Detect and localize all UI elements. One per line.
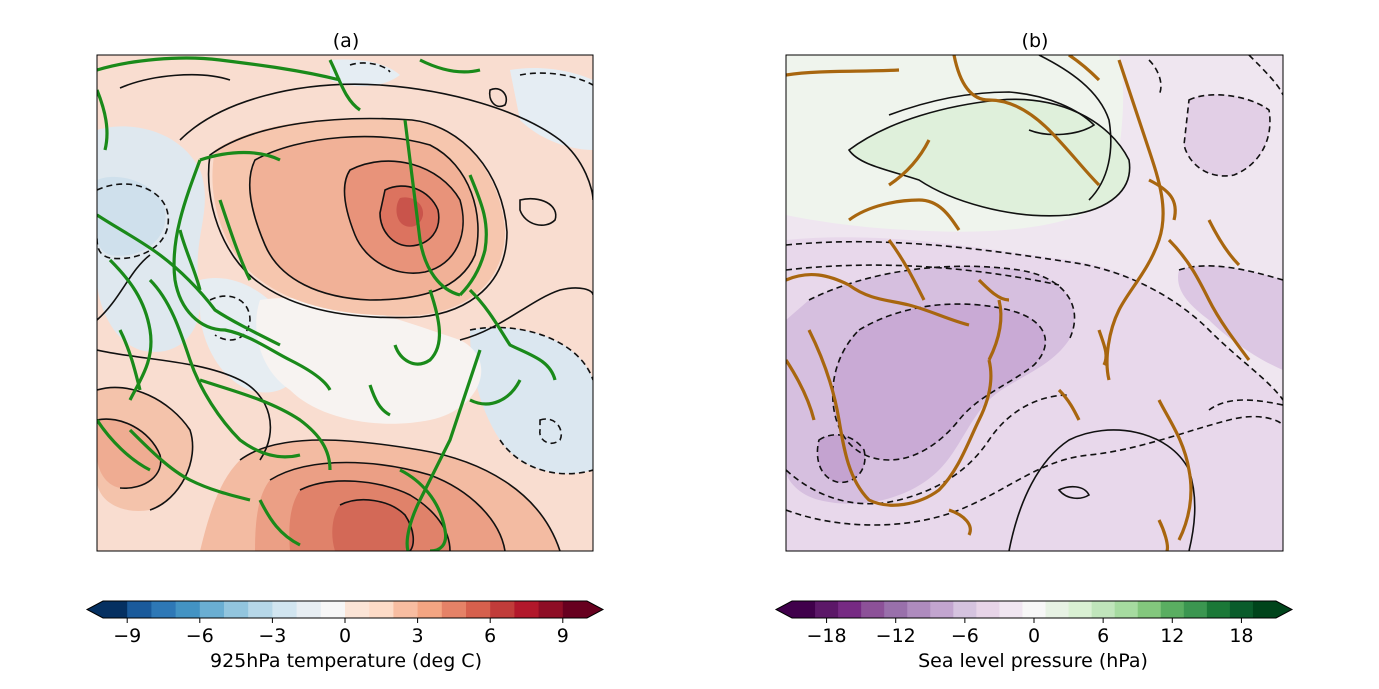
pressure-map: −18 −12 −6 0 6 12 18 (774, 54, 1294, 647)
colorbar-tick-label: −6 (951, 625, 979, 647)
colorbar-extend-high (587, 601, 603, 618)
colorbar-swatch (417, 601, 443, 618)
colorbar-swatch (884, 601, 908, 618)
colorbar-swatch (272, 601, 298, 618)
colorbar-swatch (296, 601, 322, 618)
colorbar-swatch (953, 601, 977, 618)
colorbar-tick-label: 3 (412, 625, 424, 647)
colorbar-swatch (248, 601, 273, 618)
colorbar-label: 925hPa temperature (deg C) (209, 650, 482, 672)
map-field (97, 55, 593, 551)
colorbar-swatch (224, 601, 249, 618)
colorbar-swatch (1229, 601, 1254, 618)
colorbar-swatch (1206, 601, 1231, 618)
colorbar-tick-label: 0 (1028, 625, 1040, 647)
coastlines (97, 56, 557, 551)
colorbar-tick-label: −12 (876, 625, 916, 647)
colorbar-tick-label: −9 (113, 625, 141, 647)
colorbar-swatch (320, 601, 346, 618)
colorbar-tick-label: −3 (258, 625, 286, 647)
colorbar-swatch (393, 601, 419, 618)
colorbar-outline (85, 600, 605, 619)
colorbar-tick-label: 18 (1229, 625, 1253, 647)
panel-title: (a) (332, 30, 360, 52)
colorbar-swatch (151, 601, 177, 618)
coastlines (786, 55, 1251, 551)
colorbar-swatch (930, 601, 954, 618)
colorbar-tick-label: 9 (557, 625, 569, 647)
colorbar-extend-low (87, 601, 103, 618)
colorbar-tick-label: 12 (1160, 625, 1184, 647)
colorbar-extend-low (776, 601, 792, 618)
colorbar-outline (774, 600, 1294, 619)
colorbar-swatch (815, 601, 839, 618)
colorbar-swatch (490, 601, 515, 618)
colorbar-tick-label: 6 (484, 625, 496, 647)
colorbar-extend-high (1276, 601, 1292, 618)
plot-frame (785, 54, 1284, 552)
colorbar-swatch (838, 601, 862, 618)
colorbar-swatch (199, 601, 225, 618)
panel-title: (b) (1021, 30, 1049, 52)
colorbar-swatch (976, 601, 1001, 618)
colorbar-tick-label: 6 (1097, 625, 1109, 647)
colorbar-tick-label: −6 (186, 625, 214, 647)
colorbar-swatch (441, 601, 467, 618)
colorbar-swatch (538, 601, 564, 618)
colorbar-label: Sea level pressure (hPa) (918, 650, 1148, 672)
colorbar-tick-label: −18 (807, 625, 847, 647)
plot-frame (96, 54, 594, 552)
colorbar-swatch (1068, 601, 1093, 618)
colorbar-swatch (103, 601, 128, 618)
colorbar-swatch (369, 601, 394, 618)
colorbar: −18 −12 −6 0 6 12 18 (774, 600, 1294, 647)
colorbar-swatch (1045, 601, 1070, 618)
colorbar-swatch (175, 601, 201, 618)
colorbar-swatch (1160, 601, 1185, 618)
colorbar-swatch (466, 601, 491, 618)
map-field (786, 55, 1283, 551)
colorbar-swatch (792, 601, 816, 618)
colorbar-swatch (1252, 601, 1277, 618)
colorbar-swatch (907, 601, 931, 618)
temperature-map: −9 −6 −3 0 3 6 9 (85, 54, 605, 647)
colorbar-swatch (562, 601, 588, 618)
colorbar-swatch (861, 601, 885, 618)
colorbar-swatch (1114, 601, 1139, 618)
colorbar-swatch (127, 601, 152, 618)
colorbar-swatch (345, 601, 370, 618)
colorbar-swatch (1183, 601, 1208, 618)
colorbar-swatch (1091, 601, 1116, 618)
colorbar-swatch (514, 601, 540, 618)
colorbar-swatch (1137, 601, 1162, 618)
colorbar: −9 −6 −3 0 3 6 9 (85, 600, 605, 647)
colorbar-swatch (999, 601, 1024, 618)
colorbar-tick-label: 0 (339, 625, 351, 647)
colorbar-swatch (1022, 601, 1047, 618)
